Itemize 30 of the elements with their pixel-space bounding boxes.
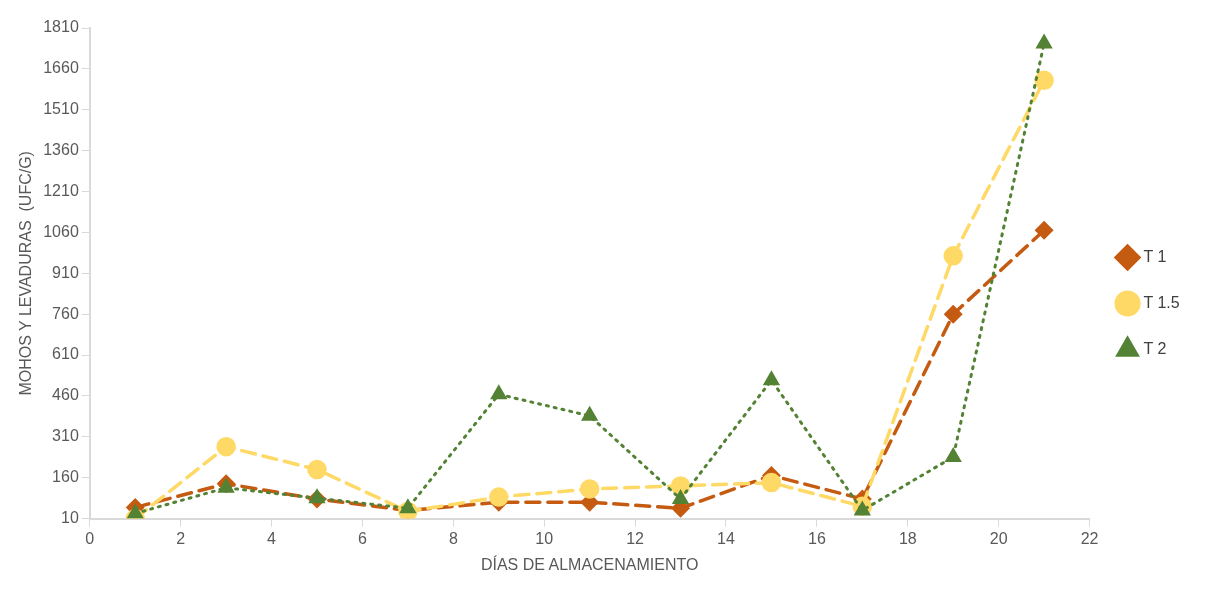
x-tick-label: 6	[358, 529, 367, 547]
y-tick-label: 760	[52, 304, 79, 322]
x-tick-label: 4	[267, 529, 277, 547]
x-tick-label: 20	[989, 529, 1008, 547]
x-tick-label: 8	[448, 529, 458, 547]
y-tick-label: 10	[61, 509, 79, 527]
legend-label: T 1.5	[1143, 293, 1180, 311]
x-tick-label: 22	[1080, 529, 1099, 547]
y-tick-label: 1510	[43, 100, 79, 118]
x-tick-label: 2	[176, 529, 186, 547]
x-tick-label: 16	[807, 529, 826, 547]
legend-label: T 2	[1143, 339, 1167, 357]
y-tick-label: 1360	[43, 141, 79, 159]
y-tick-label: 1210	[43, 181, 79, 199]
y-axis-title: MOHOS Y LEVADURAS (UFC/G)	[17, 151, 35, 396]
y-tick-label: 1660	[43, 59, 79, 77]
x-tick-label: 0	[85, 529, 95, 547]
y-tick-label: 160	[52, 468, 79, 486]
y-tick-label: 610	[52, 345, 79, 363]
x-tick-label: 18	[898, 529, 917, 547]
y-tick-label: 310	[52, 427, 79, 445]
x-tick-label: 10	[535, 529, 554, 547]
y-tick-label: 910	[52, 263, 79, 281]
legend-label: T 1	[1143, 247, 1167, 265]
y-tick-label: 1060	[43, 222, 79, 240]
x-tick-label: 12	[626, 529, 645, 547]
x-tick-label: 14	[717, 529, 735, 547]
y-tick-label: 460	[52, 386, 79, 404]
y-tick-label: 1810	[43, 18, 79, 36]
x-axis-title: DÍAS DE ALMACENAMIENTO	[480, 554, 699, 573]
